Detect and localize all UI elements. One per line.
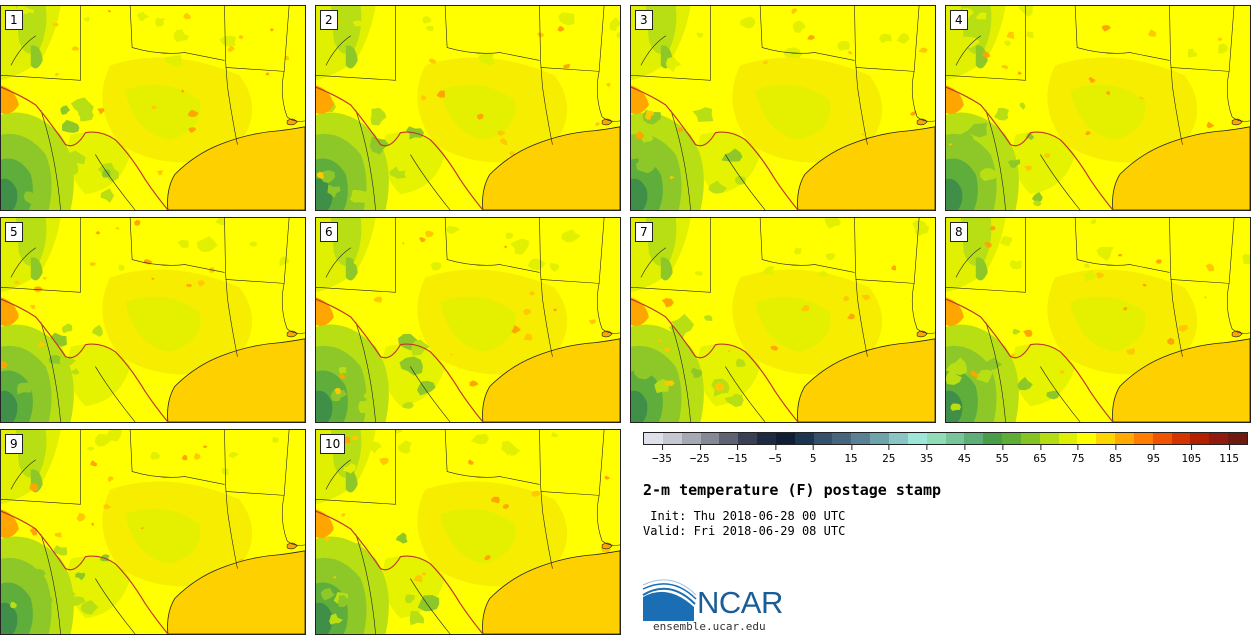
colorbar: −35 −25 −15 −5 5 15 25 35 45 55 65 75 85 95 105 115	[643, 432, 1248, 468]
colorbar-swatch	[681, 433, 701, 444]
colorbar-swatch	[1020, 433, 1040, 444]
init-time: Init: Thu 2018-06-28 00 UTC	[643, 509, 846, 523]
colorbar-tick-labels: −35 −25 −15 −5 5 15 25 35 45 55 65 75 85 95 105 115	[643, 445, 1248, 468]
colorbar-swatch	[738, 433, 758, 444]
colorbar-tick-label: 55	[996, 445, 1009, 465]
colorbar-tick-label: 85	[1109, 445, 1122, 465]
colorbar-tick-label: 15	[844, 445, 858, 465]
ncar-logo-text: NCAR	[697, 585, 783, 620]
colorbar-tick-label: −35	[652, 445, 672, 465]
colorbar-tick-label: 65	[1033, 445, 1047, 465]
colorbar-swatch	[926, 433, 946, 444]
colorbar-swatch	[1002, 433, 1021, 444]
colorbar-swatch	[1133, 433, 1153, 444]
colorbar-swatch	[1190, 433, 1210, 444]
colorbar-swatch	[1096, 433, 1116, 444]
temperature-map	[1, 430, 305, 634]
colorbar-swatch	[1228, 433, 1247, 444]
colorbar-swatch	[719, 433, 739, 444]
figure-title: 2-m temperature (F) postage stamp	[643, 481, 942, 499]
postage-stamp-map: 4	[945, 5, 1251, 211]
colorbar-tick-label: 45	[958, 445, 971, 465]
colorbar-swatch	[794, 433, 814, 444]
colorbar-swatch	[907, 433, 927, 444]
member-number-label: 3	[635, 10, 653, 30]
temperature-map	[1, 218, 305, 422]
member-number-label: 8	[950, 222, 968, 242]
postage-stamp-map: 6	[315, 217, 621, 423]
colorbar-tick-label: 75	[1071, 445, 1084, 465]
colorbar-tick-label: 5	[810, 445, 816, 465]
postage-stamp-map: 5	[0, 217, 306, 423]
colorbar-swatch	[700, 433, 720, 444]
colorbar-swatch	[851, 433, 871, 444]
colorbar-swatch	[1209, 433, 1229, 444]
member-number-label: 1	[5, 10, 23, 30]
postage-stamp-map: 10	[315, 429, 621, 635]
postage-stamp-map: 1	[0, 5, 306, 211]
colorbar-tick-label: −25	[690, 445, 710, 465]
ncar-logo: NCAR	[642, 577, 802, 622]
temperature-map	[316, 6, 620, 210]
colorbar-swatch	[888, 433, 908, 444]
colorbar-swatch	[832, 433, 852, 444]
temperature-map	[631, 6, 935, 210]
temperature-map	[946, 6, 1250, 210]
colorbar-tick-label: 25	[882, 445, 895, 465]
colorbar-tick-label: 35	[920, 445, 933, 465]
colorbar-swatch	[1152, 433, 1172, 444]
colorbar-swatch	[813, 433, 833, 444]
colorbar-tick-label: 105	[1181, 445, 1201, 465]
colorbar-swatch	[662, 433, 682, 444]
temperature-map	[946, 218, 1250, 422]
site-url: ensemble.ucar.edu	[653, 620, 766, 633]
colorbar-tick-label: 95	[1147, 445, 1160, 465]
colorbar-swatch	[1077, 433, 1097, 444]
temperature-map	[1, 6, 305, 210]
colorbar-swatch	[757, 433, 776, 444]
member-number-label: 10	[320, 434, 346, 454]
colorbar-swatch	[775, 433, 795, 444]
member-number-label: 6	[320, 222, 338, 242]
member-number-label: 4	[950, 10, 968, 30]
member-number-label: 5	[5, 222, 23, 242]
colorbar-swatch	[1115, 433, 1134, 444]
temperature-map	[316, 218, 620, 422]
colorbar-swatch	[983, 433, 1003, 444]
colorbar-tick-label: −5	[769, 445, 782, 465]
colorbar-swatch	[644, 433, 663, 444]
valid-time: Valid: Fri 2018-06-29 08 UTC	[643, 524, 846, 538]
ncar-logo-mark-icon	[642, 579, 697, 621]
colorbar-tick-label: −15	[728, 445, 747, 465]
postage-stamp-map: 3	[630, 5, 936, 211]
postage-stamp-map: 2	[315, 5, 621, 211]
colorbar-swatch	[870, 433, 889, 444]
colorbar-swatch	[1039, 433, 1059, 444]
colorbar-tick-label: 115	[1219, 445, 1239, 465]
postage-stamp-map: 9	[0, 429, 306, 635]
colorbar-strip	[643, 432, 1248, 445]
colorbar-swatch	[1058, 433, 1078, 444]
colorbar-swatch	[1171, 433, 1191, 444]
colorbar-swatch	[945, 433, 965, 444]
member-number-label: 2	[320, 10, 338, 30]
postage-stamp-map: 7	[630, 217, 936, 423]
postage-stamp-map: 8	[945, 217, 1251, 423]
member-number-label: 9	[5, 434, 23, 454]
member-number-label: 7	[635, 222, 653, 242]
colorbar-swatch	[964, 433, 984, 444]
temperature-map	[631, 218, 935, 422]
temperature-map	[316, 430, 620, 634]
